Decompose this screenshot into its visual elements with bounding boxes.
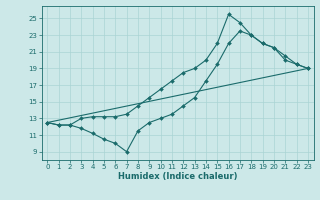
X-axis label: Humidex (Indice chaleur): Humidex (Indice chaleur) [118, 172, 237, 181]
